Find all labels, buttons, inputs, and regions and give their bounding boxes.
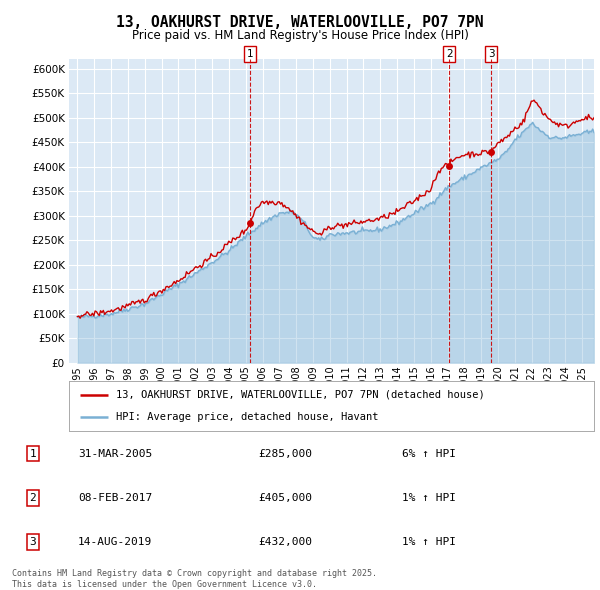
Text: 6% ↑ HPI: 6% ↑ HPI (402, 449, 456, 458)
Text: 08-FEB-2017: 08-FEB-2017 (78, 493, 152, 503)
Text: £285,000: £285,000 (258, 449, 312, 458)
Text: 2: 2 (29, 493, 37, 503)
Text: 1% ↑ HPI: 1% ↑ HPI (402, 537, 456, 547)
Text: £432,000: £432,000 (258, 537, 312, 547)
Text: Contains HM Land Registry data © Crown copyright and database right 2025.
This d: Contains HM Land Registry data © Crown c… (12, 569, 377, 589)
Text: 2: 2 (446, 49, 452, 59)
Text: 13, OAKHURST DRIVE, WATERLOOVILLE, PO7 7PN: 13, OAKHURST DRIVE, WATERLOOVILLE, PO7 7… (116, 15, 484, 30)
Text: 31-MAR-2005: 31-MAR-2005 (78, 449, 152, 458)
Text: 3: 3 (488, 49, 494, 59)
Text: 1: 1 (29, 449, 37, 458)
Text: HPI: Average price, detached house, Havant: HPI: Average price, detached house, Hava… (116, 412, 379, 422)
Text: Price paid vs. HM Land Registry's House Price Index (HPI): Price paid vs. HM Land Registry's House … (131, 30, 469, 42)
Text: 14-AUG-2019: 14-AUG-2019 (78, 537, 152, 547)
Text: 1% ↑ HPI: 1% ↑ HPI (402, 493, 456, 503)
Text: 1: 1 (247, 49, 253, 59)
Text: £405,000: £405,000 (258, 493, 312, 503)
Text: 3: 3 (29, 537, 37, 547)
Text: 13, OAKHURST DRIVE, WATERLOOVILLE, PO7 7PN (detached house): 13, OAKHURST DRIVE, WATERLOOVILLE, PO7 7… (116, 389, 485, 399)
